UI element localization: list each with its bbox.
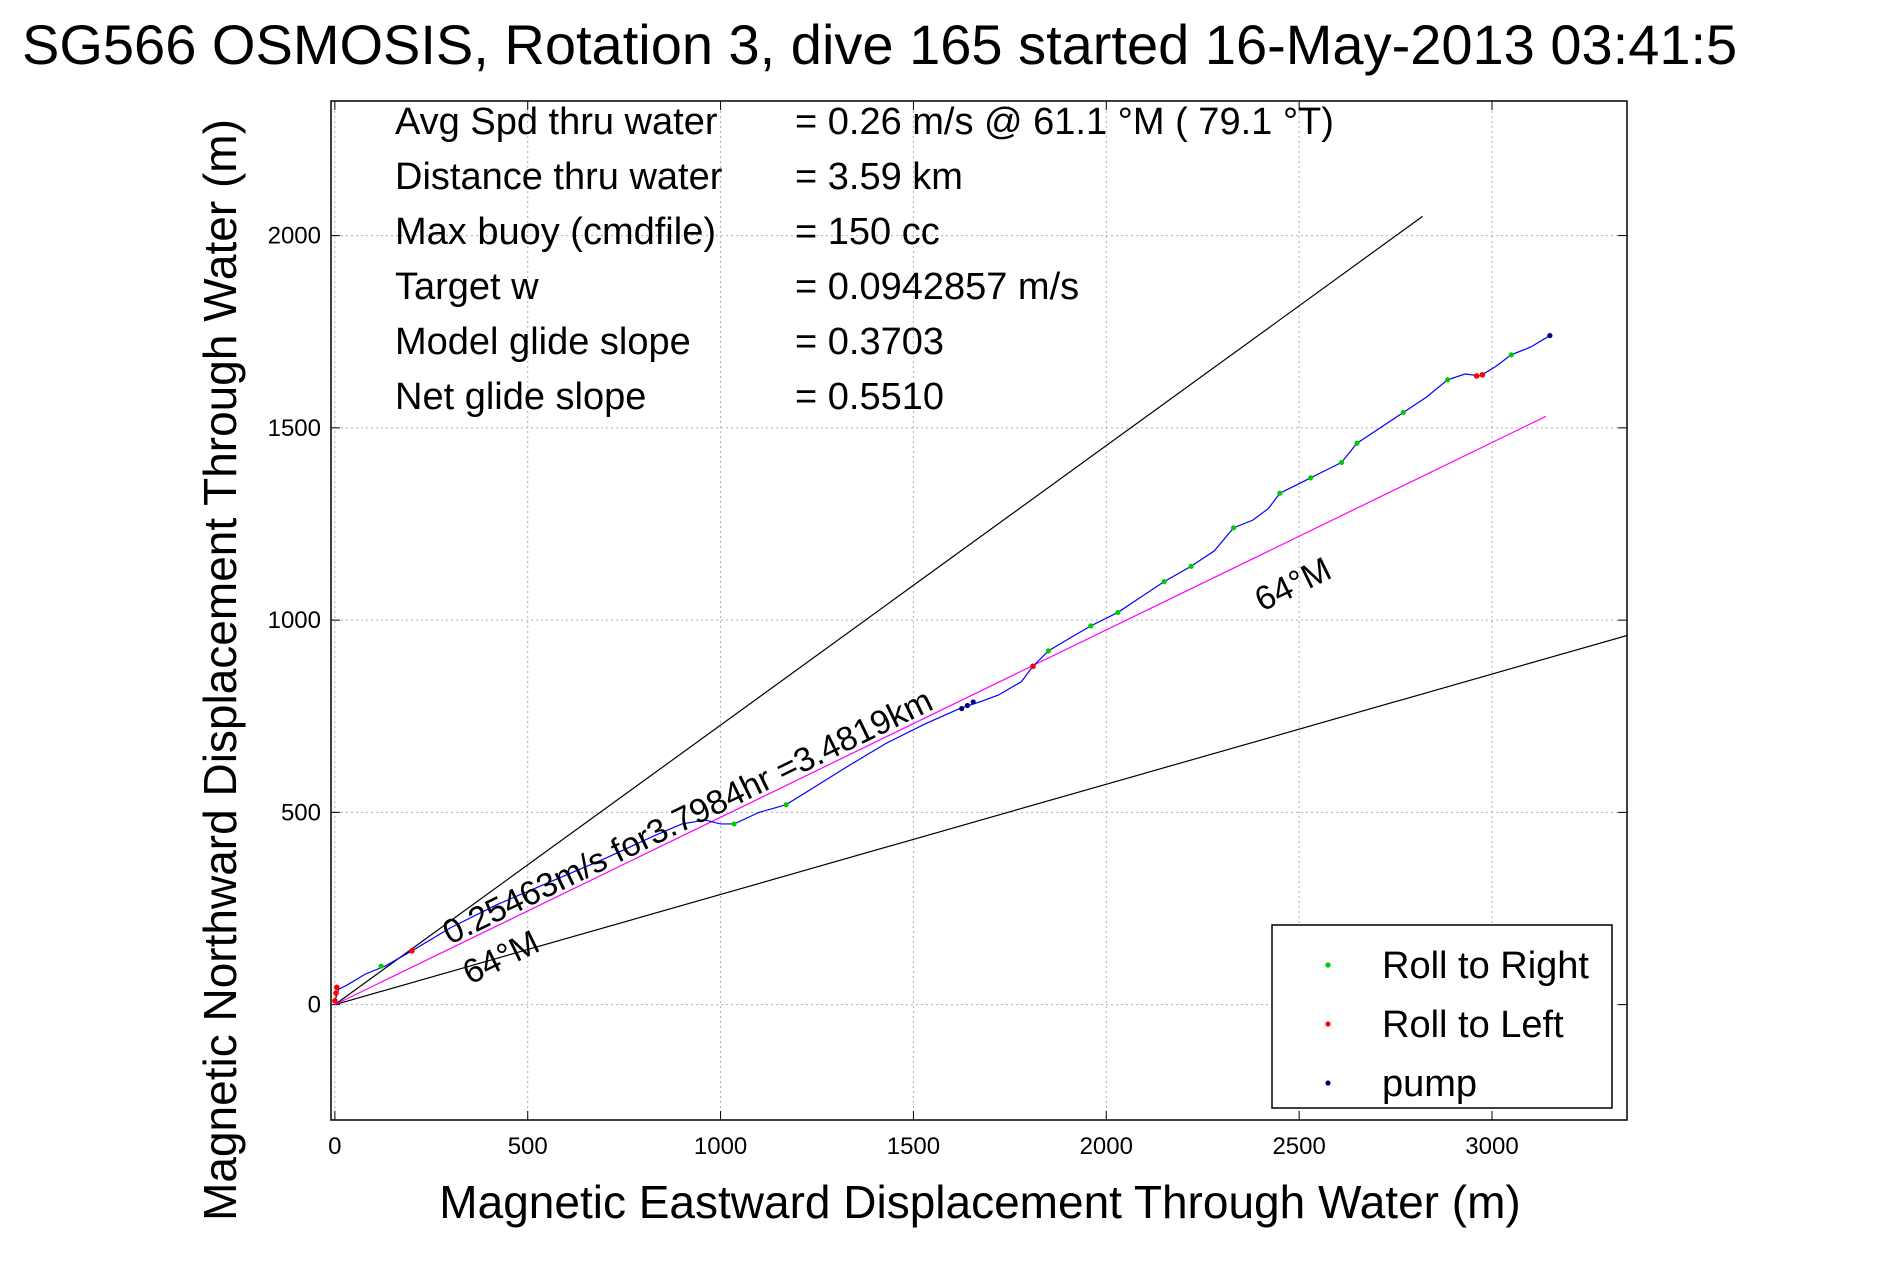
lower-bound-line [334, 634, 1628, 1006]
y-axis-ticks: 0 500 1000 1500 2000 [268, 223, 1627, 1019]
x-tick-label: 0 [328, 1133, 341, 1160]
roll-right-point [783, 802, 789, 808]
chart-markers [332, 332, 1553, 1004]
y-tick-label: 0 [308, 992, 321, 1019]
y-tick-label: 1000 [268, 607, 321, 634]
x-tick-label: 2500 [1272, 1133, 1325, 1160]
x-tick-label: 2000 [1080, 1133, 1133, 1160]
legend-marker [1325, 962, 1331, 968]
roll-left-point [409, 948, 415, 954]
upper-bound-line [334, 215, 1423, 1006]
roll-right-point [1354, 440, 1360, 446]
y-tick-label: 2000 [268, 223, 321, 250]
y-axis-label: Magnetic Northward Displacement Through … [194, 119, 246, 1221]
info-label: Target w [395, 266, 539, 308]
roll-left-point [333, 990, 339, 996]
roll-right-point [1161, 579, 1167, 585]
pump-point [970, 699, 976, 705]
pump-point [959, 705, 965, 712]
legend-label: Roll to Right [1382, 945, 1589, 987]
roll-right-point [378, 963, 384, 969]
x-axis-ticks: 0 500 1000 1500 2000 2500 3000 [328, 101, 1519, 1160]
roll-left-point [1030, 663, 1036, 670]
info-label: Max buoy (cmdfile) [395, 211, 716, 253]
pump-point [1547, 332, 1553, 339]
info-panel: Avg Spd thru water = 0.26 m/s @ 61.1 °M (… [395, 101, 1334, 418]
roll-right-point [731, 821, 737, 827]
y-tick-label: 500 [281, 799, 321, 826]
legend-marker [1325, 1021, 1331, 1027]
roll-right-point [1188, 563, 1194, 569]
chart-title: SG566 OSMOSIS, Rotation 3, dive 165 star… [22, 13, 1737, 76]
info-value: = 0.5510 [795, 376, 944, 418]
mean-course-line [334, 415, 1547, 1006]
info-label: Distance thru water [395, 156, 723, 198]
roll-right-point [1338, 459, 1345, 466]
x-tick-label: 500 [508, 1133, 548, 1160]
info-label: Model glide slope [395, 321, 691, 363]
x-tick-label: 1500 [887, 1133, 940, 1160]
plot-area: 0 500 1000 1500 2000 2500 3000 0 500 1000 1500 200… [268, 100, 1628, 1160]
roll-left-point [332, 997, 338, 1004]
info-label: Avg Spd thru water [395, 101, 718, 143]
x-tick-label: 1000 [694, 1133, 747, 1160]
roll-right-point [1508, 352, 1514, 358]
info-label: Net glide slope [395, 376, 646, 418]
roll-left-point [1479, 371, 1486, 378]
roll-right-point [1230, 525, 1237, 531]
roll-left-point [1473, 373, 1480, 379]
roll-right-point [1400, 409, 1406, 416]
pump-point [964, 702, 971, 709]
glider-track-line [334, 335, 1551, 1001]
roll-left-point [333, 984, 340, 991]
y-tick-label: 1500 [268, 415, 321, 442]
roll-right-point [1445, 377, 1451, 383]
x-axis-label: Magnetic Eastward Displacement Through W… [439, 1176, 1520, 1228]
legend-box [1271, 924, 1613, 1109]
chart-lines [334, 215, 1628, 1006]
info-value: = 150 cc [795, 211, 940, 253]
info-value: = 0.3703 [795, 321, 944, 363]
info-value: = 0.0942857 m/s [795, 266, 1079, 308]
roll-right-point [1277, 490, 1283, 496]
legend-marker [1325, 1080, 1331, 1086]
x-tick-label: 3000 [1465, 1133, 1518, 1160]
legend-label: Roll to Left [1382, 1004, 1564, 1046]
info-value: = 3.59 km [795, 156, 963, 198]
info-value: = 0.26 m/s @ 61.1 °M ( 79.1 °T) [795, 101, 1334, 143]
legend-label: pump [1382, 1063, 1477, 1105]
roll-right-point [1115, 609, 1121, 616]
roll-right-point [1088, 623, 1094, 629]
legend: Roll to Right Roll to Left pump [1271, 924, 1613, 1109]
roll-right-point [1308, 475, 1314, 481]
roll-right-point [1045, 648, 1052, 654]
